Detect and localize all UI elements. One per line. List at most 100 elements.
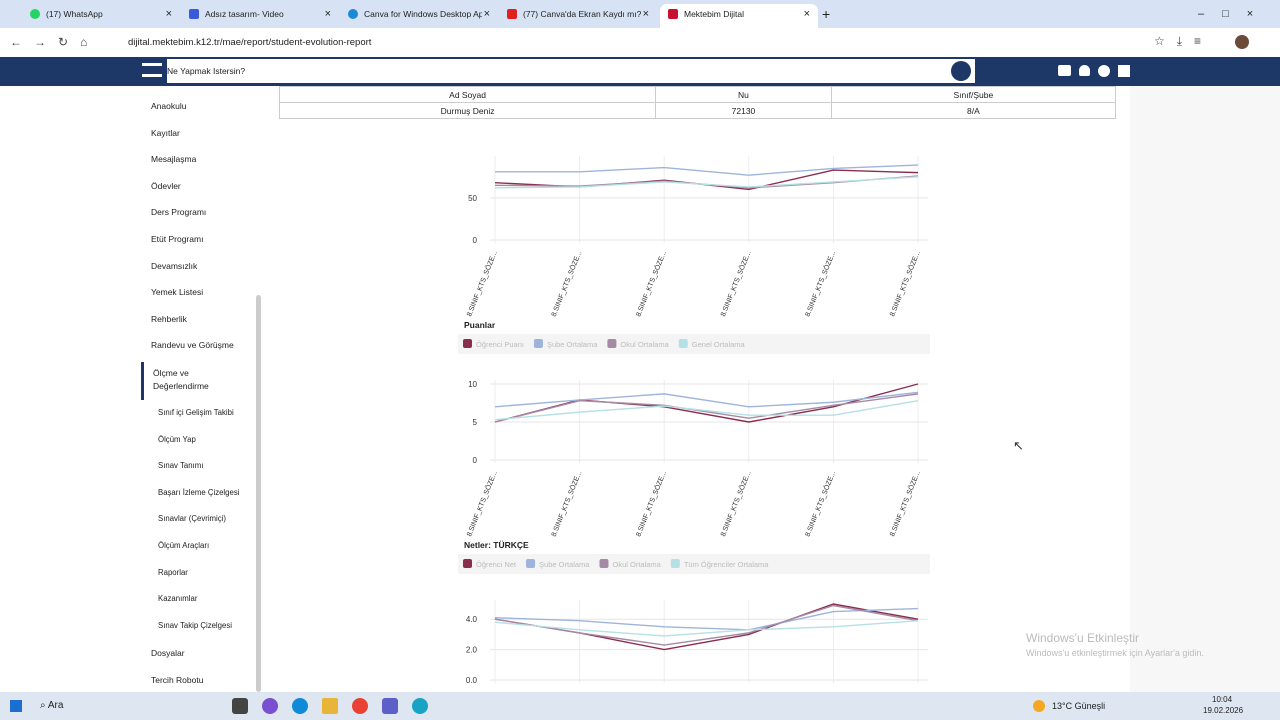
taskbar-search[interactable]: ⌕ Ara: [40, 700, 64, 711]
tab-close[interactable]: ×: [324, 8, 331, 20]
table-header: Ad Soyad Nu Sınıf/Şube: [278, 86, 1117, 103]
profile[interactable]: [1235, 35, 1249, 49]
submenu-item[interactable]: Kazanımlar: [158, 594, 198, 604]
taskbar-search-label: Ara: [47, 700, 64, 711]
window-controls[interactable]: –□×: [1198, 8, 1268, 20]
tab-strip: (17) WhatsApp × Adsız tasarım- Video × Can…: [0, 0, 1280, 28]
notifications-icon[interactable]: [1079, 65, 1090, 76]
app-icon[interactable]: [352, 698, 368, 714]
legend-swatch: [599, 559, 609, 568]
weather[interactable]: 13°C Güneşli: [1052, 701, 1106, 711]
submenu-item[interactable]: Sınav Tanımı: [158, 461, 204, 471]
tab-close[interactable]: ×: [483, 8, 490, 20]
tab[interactable]: Mektebim Dijital ×: [660, 4, 818, 28]
cell: Durmuş Deniz: [278, 102, 657, 119]
legend-swatch: [678, 339, 688, 348]
x-tick-label: 8.SINIF_KTS_SÖZE...: [634, 250, 668, 318]
menu-item[interactable]: Devamsızlık: [151, 260, 198, 271]
menu-item[interactable]: Yemek Listesi: [151, 287, 204, 298]
mouse-cursor: ↖: [1013, 438, 1024, 453]
menu-item[interactable]: Kayıtlar: [151, 127, 180, 138]
legend-label: Şube Ortalama: [547, 340, 598, 349]
tab[interactable]: (77) Canva'da Ekran Kaydı mı? ×: [499, 4, 657, 28]
series-line: [494, 620, 919, 637]
search-button[interactable]: [951, 61, 971, 81]
tab-icon: [30, 9, 40, 19]
scrollbar: [256, 295, 261, 692]
y-tick-label: 0.0: [466, 676, 478, 685]
apps-icon[interactable]: [1118, 65, 1130, 77]
tab-close[interactable]: ×: [642, 8, 649, 20]
x-tick-label: 8.SINIF_KTS_SÖZE...: [888, 470, 922, 538]
settings-icon[interactable]: [1098, 65, 1110, 77]
content: [265, 86, 1130, 692]
app-icon[interactable]: [292, 698, 308, 714]
menu-item[interactable]: Rehberlik: [151, 313, 187, 324]
cell: 8/A: [830, 102, 1117, 119]
submenu-item[interactable]: Sınavlar (Çevrimiçi): [158, 514, 227, 524]
url[interactable]: dijital.mektebim.k12.tr/mae/report/stude…: [128, 37, 372, 48]
tab-icon: [348, 9, 358, 19]
tab[interactable]: Canva for Windows Desktop Ap ×: [340, 4, 498, 28]
new-tab[interactable]: +: [822, 6, 831, 22]
legend-label: Genel Ortalama: [692, 340, 746, 349]
menu-item[interactable]: Anaokulu: [151, 101, 187, 111]
nav-buttons[interactable]: ←→↻⌂: [10, 35, 100, 49]
tab-title: (17) WhatsApp: [46, 9, 103, 19]
tab[interactable]: (17) WhatsApp ×: [22, 4, 180, 28]
app-icon[interactable]: [322, 698, 338, 714]
logo[interactable]: [142, 63, 162, 77]
menu-item[interactable]: Mesajlaşma: [151, 154, 197, 165]
tab-icon: [189, 9, 199, 19]
submenu-item[interactable]: Başarı İzleme Çizelgesi: [158, 487, 240, 497]
x-tick-label: 8.SINIF_KTS_SÖZE...: [550, 250, 584, 318]
y-tick-label: 4.0: [466, 615, 478, 624]
app-icon[interactable]: [262, 698, 278, 714]
submenu-item[interactable]: Ölçüm Araçları: [158, 541, 210, 550]
y-tick-label: 0: [473, 456, 478, 465]
menu-item[interactable]: Etüt Programı: [151, 234, 204, 244]
cell: 72130: [655, 102, 832, 119]
browser-actions[interactable]: ☆⤓≡: [1154, 34, 1214, 48]
legend-swatch: [526, 559, 536, 568]
menu-item[interactable]: Tercih Robotu: [151, 674, 204, 685]
tab-close[interactable]: ×: [165, 8, 172, 20]
menu-item[interactable]: Ders Programı: [151, 207, 207, 218]
search-placeholder: Ne Yapmak Istersin?: [167, 66, 246, 76]
y-tick-label: 10: [468, 380, 477, 389]
start-button[interactable]: [10, 700, 22, 712]
active-bar: [141, 362, 144, 400]
app-icon[interactable]: [382, 698, 398, 714]
menu-item[interactable]: Ödevler: [151, 180, 181, 191]
menu-item[interactable]: Randevu ve Görüşme: [151, 340, 234, 351]
tab-title: Canva for Windows Desktop Ap: [364, 9, 482, 19]
messages-icon[interactable]: [1058, 65, 1071, 76]
submenu-item[interactable]: Sınıf içi Gelişim Takibi: [158, 408, 234, 417]
menu-item-active[interactable]: Ölçme ve Değerlendirme: [153, 368, 209, 391]
submenu-item[interactable]: Sınav Takip Çizelgesi: [158, 620, 232, 630]
submenu-item[interactable]: Raporlar: [158, 567, 188, 577]
app-icon[interactable]: [412, 698, 428, 714]
menu-item[interactable]: Dosyalar: [151, 648, 185, 658]
taskbar: ⌕ Ara 13°C Güneşli 10:04 19.02.2026: [0, 692, 1280, 720]
clock-time[interactable]: 10:04: [1212, 695, 1233, 704]
tab-close[interactable]: ×: [803, 8, 810, 20]
x-tick-label: 8.SINIF_KTS_SÖZE...: [804, 250, 838, 318]
legend-box: [458, 554, 930, 574]
clock-date[interactable]: 19.02.2026: [1203, 706, 1244, 715]
legend-label: Okul Ortalama: [612, 560, 661, 569]
tab[interactable]: Adsız tasarım- Video ×: [181, 4, 339, 28]
watermark-text: Windows'u etkinleştirmek için Ayarlar'a …: [1026, 648, 1204, 658]
app-icon[interactable]: [232, 698, 248, 714]
y-tick-label: 2.0: [466, 646, 478, 655]
tab-icon: [507, 9, 517, 19]
student-table: Ad Soyad Nu Sınıf/Şube Durmuş Deniz 72130 8/A: [278, 86, 1117, 119]
series-line: [494, 400, 919, 421]
series-line: [494, 391, 919, 408]
submenu-item[interactable]: Ölçüm Yap: [158, 434, 196, 444]
legend-swatch: [463, 339, 472, 348]
tab-icon: [668, 9, 678, 19]
legend-swatch: [607, 339, 617, 348]
search-box[interactable]: Ne Yapmak Istersin?: [167, 59, 975, 83]
series-line: [494, 393, 919, 423]
